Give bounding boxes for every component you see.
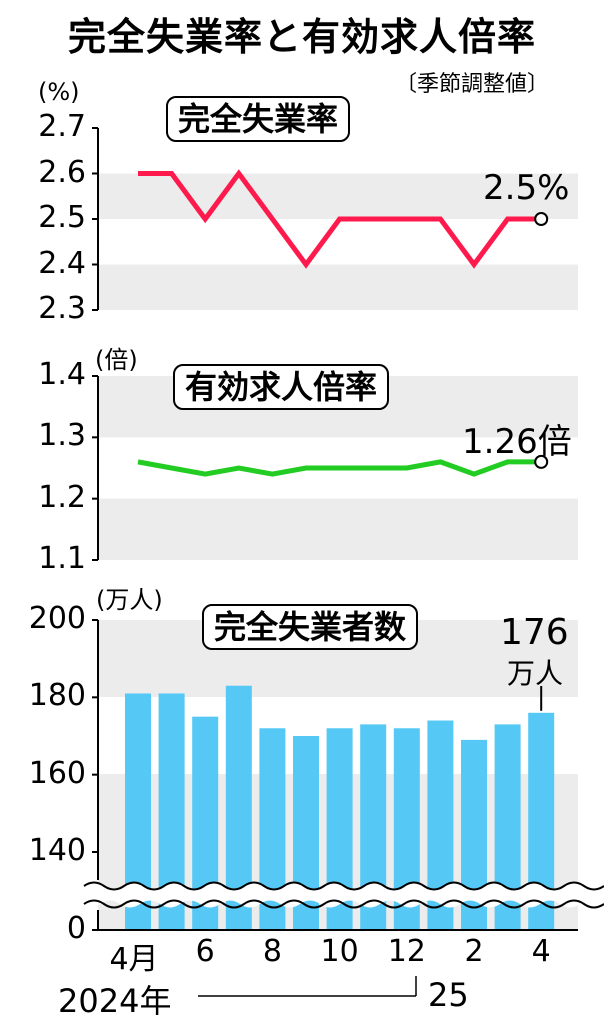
unemployment-rate-label: 完全失業率: [166, 96, 351, 142]
grid-band: [98, 264, 578, 310]
year-start-label: 2024年: [58, 982, 172, 1020]
axis-break-line: [83, 881, 604, 891]
x-tick-label: 10: [320, 934, 359, 969]
unemployment-rate-y-tick-label: 2.6: [38, 154, 86, 190]
unemployed-count-unit: (万人): [96, 586, 163, 614]
unemployment-rate-y-tick-label: 2.4: [38, 245, 86, 281]
job-ratio-series-line: [137, 459, 542, 477]
chart-title: 完全失業率と有効求人倍率: [67, 15, 536, 59]
unemployed-count-y-tick-label: 200: [28, 601, 86, 636]
unemployed-count-label: 完全失業者数: [202, 604, 419, 650]
x-tick-label: 6: [195, 934, 215, 969]
job-ratio-label: 有効求人倍率: [173, 364, 390, 410]
job-ratio-y-tick-label: 1.1: [38, 541, 86, 576]
unemployment-rate-y-tick-label: 2.3: [38, 291, 86, 326]
unemployment-rate-series-line: [138, 169, 542, 269]
unemployed-count-y-tick-label: 140: [28, 833, 86, 868]
x-tick-label: 12: [387, 934, 426, 969]
job-ratio-unit: (倍): [95, 346, 138, 374]
job-ratio-y-tick-label: 1.3: [38, 418, 86, 454]
grid-band: [98, 498, 578, 560]
unemployed-count-callout-unit: 万人: [507, 657, 564, 690]
x-tick-label: 4月: [109, 942, 159, 977]
x-tick-label: 2: [464, 934, 484, 969]
unemployed-count-y-tick-label: 0: [66, 911, 86, 946]
unemployed-count-callout-value: 176: [500, 612, 569, 653]
job-ratio-last-point: [534, 454, 549, 469]
year-end-label: 25: [428, 976, 469, 1014]
unemployment-rate-unit: (%): [38, 78, 80, 106]
unemployed-count-y-tick-label: 180: [28, 678, 86, 714]
unemployed-count-y-tick-label: 160: [28, 755, 86, 791]
job-ratio-y-tick-label: 1.4: [38, 357, 86, 392]
x-tick-label: 8: [262, 934, 282, 969]
unemployment-rate-y-tick-label: 2.5: [38, 200, 86, 235]
x-tick-label: 4: [531, 934, 551, 969]
axis-break-line: [83, 899, 604, 909]
job-ratio-y-tick-label: 1.2: [38, 479, 86, 515]
unemployment-rate-y-tick-label: 2.7: [38, 109, 86, 144]
unemployment-rate-last-point: [534, 212, 549, 226]
seasonal-adjustment-note: 〔季節調整値〕: [395, 72, 550, 97]
unemployment-rate-callout: 2.5%: [483, 168, 570, 208]
job-ratio-callout: 1.26倍: [462, 422, 572, 462]
